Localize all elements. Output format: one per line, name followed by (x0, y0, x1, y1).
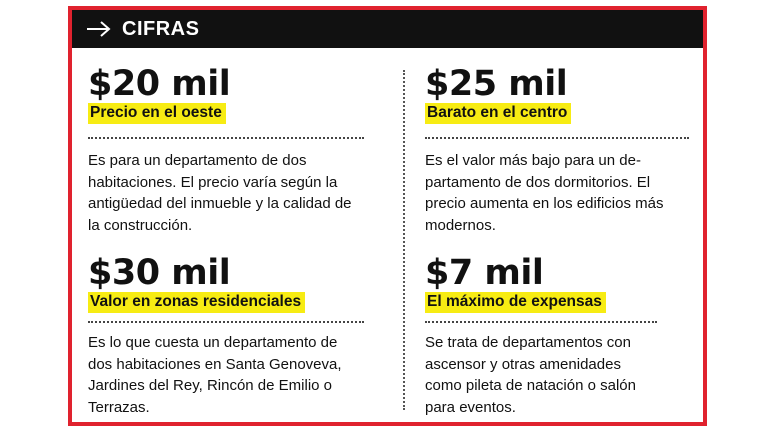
figure-label: El máximo de expensas (425, 292, 606, 313)
description-line: Es lo que cuesta un departamento de (88, 334, 338, 351)
description-line: antigüedad del inmueble y la calidad de (88, 195, 352, 212)
figure-value: $7 mil (425, 253, 544, 293)
header-title: CIFRAS (122, 17, 200, 40)
column-divider (403, 70, 405, 410)
description-line: modernos. (425, 216, 496, 234)
header-bar: CIFRAS (72, 10, 703, 48)
arrow-right-icon (86, 19, 112, 39)
description-line: partamento de dos dormitorios. El (425, 173, 651, 191)
figure-description: Se trata de departamentos con ascensor y… (425, 332, 715, 418)
description-line: la construcción. (88, 216, 193, 234)
figure-label: Precio en el oeste (88, 103, 226, 124)
figure-label: Valor en zonas residenciales (88, 292, 306, 313)
description-line: Se trata de departamentos con (425, 334, 631, 351)
figure-label: Barato en el centro (425, 103, 572, 124)
figure-description: Es lo que cuesta un departamento de dos … (88, 332, 378, 418)
figure-block: $30 mil Valor en zonas residenciales (88, 253, 306, 313)
description-line: precio aumenta en los edificios más (425, 195, 664, 212)
dotted-separator (88, 321, 364, 323)
dotted-separator (88, 137, 364, 139)
description-line: habitaciones. El precio varía según la (88, 173, 338, 191)
cifras-infobox: CIFRAS $20 mil Precio en el oeste Es par… (68, 6, 707, 426)
dotted-separator (425, 137, 689, 139)
description-line: Es para un departamento de dos (88, 152, 307, 169)
description-line: Terrazas. (88, 398, 150, 416)
description-line: para eventos. (425, 398, 516, 416)
figure-value: $25 mil (425, 64, 568, 104)
figure-description: Es para un departamento de dos habitacio… (88, 150, 378, 236)
figure-block: $25 mil Barato en el centro (425, 64, 572, 124)
description-line: Jardines del Rey, Rincón de Emilio o (88, 377, 333, 394)
description-line: dos habitaciones en Santa Genoveva, (88, 355, 342, 373)
description-line: como pileta de natación o salón (425, 377, 636, 394)
figure-block: $20 mil Precio en el oeste (88, 64, 231, 124)
figure-block: $7 mil El máximo de expensas (425, 255, 606, 313)
figure-value: $30 mil (88, 253, 231, 293)
figure-description: Es el valor más bajo para un de- partame… (425, 150, 715, 236)
dotted-separator (425, 321, 657, 323)
description-line: Es el valor más bajo para un de- (425, 152, 641, 169)
description-line: ascensor y otras amenidades (425, 355, 621, 373)
figure-value: $20 mil (88, 64, 231, 104)
